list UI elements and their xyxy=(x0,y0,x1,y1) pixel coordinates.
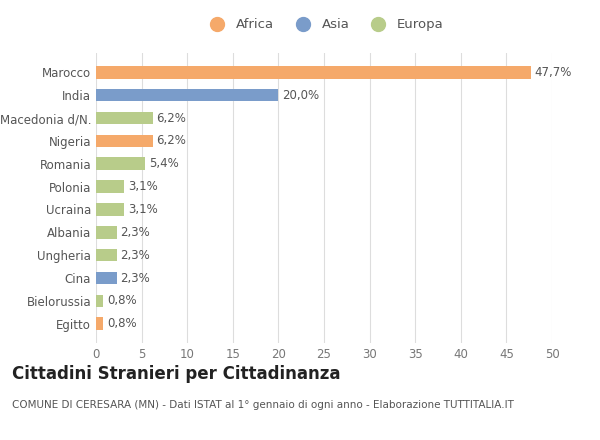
Text: 3,1%: 3,1% xyxy=(128,203,158,216)
Text: 2,3%: 2,3% xyxy=(121,249,151,262)
Text: 6,2%: 6,2% xyxy=(156,134,186,147)
Text: 2,3%: 2,3% xyxy=(121,226,151,239)
Text: 5,4%: 5,4% xyxy=(149,157,179,170)
Text: 2,3%: 2,3% xyxy=(121,271,151,285)
Bar xyxy=(96,203,124,216)
Text: Cittadini Stranieri per Cittadinanza: Cittadini Stranieri per Cittadinanza xyxy=(12,365,341,383)
Bar xyxy=(96,112,152,124)
Bar xyxy=(96,317,103,330)
Bar xyxy=(96,180,124,193)
Text: 47,7%: 47,7% xyxy=(535,66,572,79)
Bar xyxy=(96,158,145,170)
Bar xyxy=(96,89,278,102)
Bar xyxy=(96,294,103,307)
Text: COMUNE DI CERESARA (MN) - Dati ISTAT al 1° gennaio di ogni anno - Elaborazione T: COMUNE DI CERESARA (MN) - Dati ISTAT al … xyxy=(12,400,514,411)
Text: 3,1%: 3,1% xyxy=(128,180,158,193)
Legend: Africa, Asia, Europa: Africa, Asia, Europa xyxy=(199,13,449,37)
Bar xyxy=(96,249,117,261)
Bar xyxy=(96,226,117,238)
Text: 20,0%: 20,0% xyxy=(282,88,319,102)
Text: 0,8%: 0,8% xyxy=(107,317,137,330)
Text: 0,8%: 0,8% xyxy=(107,294,137,308)
Bar xyxy=(96,135,152,147)
Bar xyxy=(96,272,117,284)
Text: 6,2%: 6,2% xyxy=(156,111,186,125)
Bar xyxy=(96,66,531,79)
